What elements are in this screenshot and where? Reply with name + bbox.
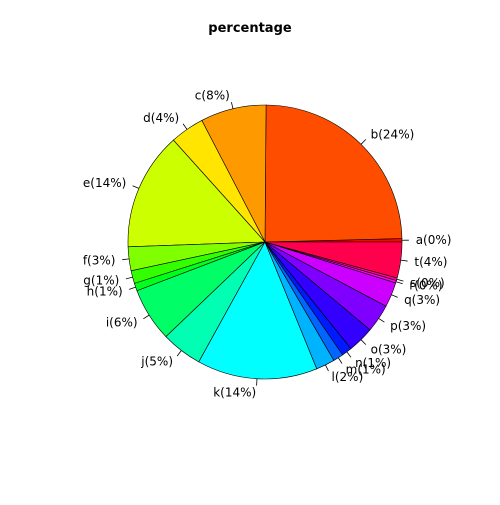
chart-title: percentage [0,21,500,36]
pie-label-p: p(3%) [390,319,426,333]
pie-tick-l [325,365,328,371]
pie-tick-j [177,351,181,356]
pie-slice-b [265,105,402,242]
pie-tick-q [391,295,397,298]
pie-tick-i [143,315,149,319]
pie-tick-o [361,340,366,345]
pie-slices [128,105,402,379]
pie-label-o: o(3%) [371,342,407,356]
pie-label-q: q(3%) [404,293,440,307]
pie-label-b: b(24%) [371,128,415,142]
pie-label-f: f(3%) [83,254,116,268]
pie-label-e: e(14%) [83,176,126,190]
pie-tick-r [396,282,403,284]
pie-tick-p [379,318,385,322]
pie-tick-t [401,260,408,261]
pie-tick-c [231,102,233,109]
pie-tick-e [133,186,139,189]
pie-label-t: t(4%) [414,255,447,269]
pie-label-d: d(4%) [143,111,179,125]
pie-tick-m [338,358,342,364]
pie-label-i: i(6%) [106,315,138,329]
pie-label-h: h(1%) [87,285,123,299]
pie-tick-g [126,277,133,279]
pie-label-a: a(0%) [416,233,452,247]
pie-tick-h [129,287,135,289]
pie-tick-s [397,279,404,281]
pie-label-j: j(5%) [140,354,173,368]
pie-tick-b [361,139,366,144]
pie-label-s: s(0%) [410,276,445,290]
pie-label-k: k(14%) [213,385,256,399]
pie-label-c: c(8%) [195,88,230,102]
pie-tick-f [122,259,129,260]
pie-tick-n [347,352,351,357]
pie-label-n: n(1%) [355,356,391,370]
pie-tick-d [183,124,187,130]
